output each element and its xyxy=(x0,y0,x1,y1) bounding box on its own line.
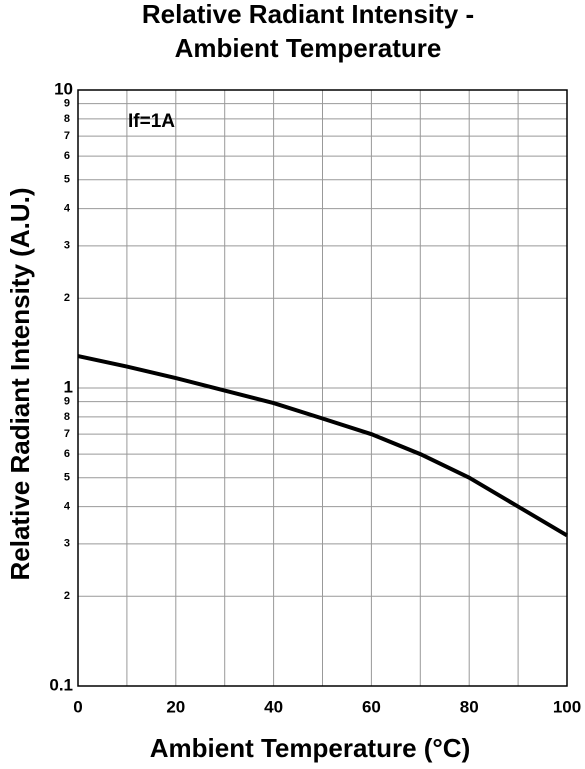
y-tick-label: 3 xyxy=(64,538,70,550)
y-tick-label: 4 xyxy=(64,500,71,512)
y-tick-label: 1 xyxy=(64,377,73,396)
y-tick-label: 6 xyxy=(64,448,70,460)
y-tick-label: 8 xyxy=(64,411,70,423)
annotation: If=1A xyxy=(128,111,175,132)
y-tick-label: 7 xyxy=(64,130,70,142)
x-tick-label: 0 xyxy=(73,697,82,716)
chart-title: Relative Radiant Intensity - xyxy=(142,0,474,29)
x-axis-label: Ambient Temperature (°C) xyxy=(150,733,471,763)
x-tick-label: 40 xyxy=(264,697,283,716)
x-tick-label: 20 xyxy=(166,697,185,716)
y-tick-label: 2 xyxy=(64,292,70,304)
x-tick-label: 80 xyxy=(460,697,479,716)
y-tick-label: 5 xyxy=(64,472,70,484)
y-tick-label: 3 xyxy=(64,240,70,252)
y-tick-label: 4 xyxy=(64,202,71,214)
x-tick-label: 100 xyxy=(553,697,581,716)
y-tick-label: 5 xyxy=(64,174,70,186)
y-tick-label: 9 xyxy=(64,396,70,408)
y-tick-label: 7 xyxy=(64,428,70,440)
x-tick-label: 60 xyxy=(362,697,381,716)
data-line xyxy=(77,354,569,538)
y-tick-label: 0.1 xyxy=(49,675,73,694)
y-tick-label: 8 xyxy=(64,113,70,125)
y-axis-label: Relative Radiant Intensity (A.U.) xyxy=(5,188,35,581)
y-tick-label: 10 xyxy=(54,79,73,98)
y-tick-label: 2 xyxy=(64,590,70,602)
y-tick-label: 6 xyxy=(64,150,70,162)
y-tick-label: 9 xyxy=(64,98,70,110)
chart-title: Ambient Temperature xyxy=(175,33,442,63)
plot-frame xyxy=(77,89,568,687)
